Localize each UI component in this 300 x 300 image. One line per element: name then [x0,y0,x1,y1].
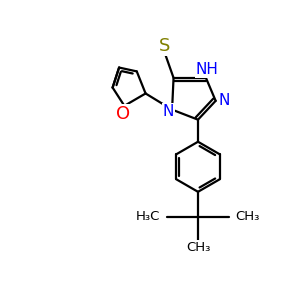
Text: N: N [218,93,230,108]
Text: O: O [116,105,130,123]
Text: NH: NH [196,62,219,77]
Text: S: S [159,38,170,56]
Text: N: N [163,103,174,118]
Text: H₃C: H₃C [136,210,161,223]
Text: CH₃: CH₃ [236,210,260,223]
Text: CH₃: CH₃ [186,241,210,254]
